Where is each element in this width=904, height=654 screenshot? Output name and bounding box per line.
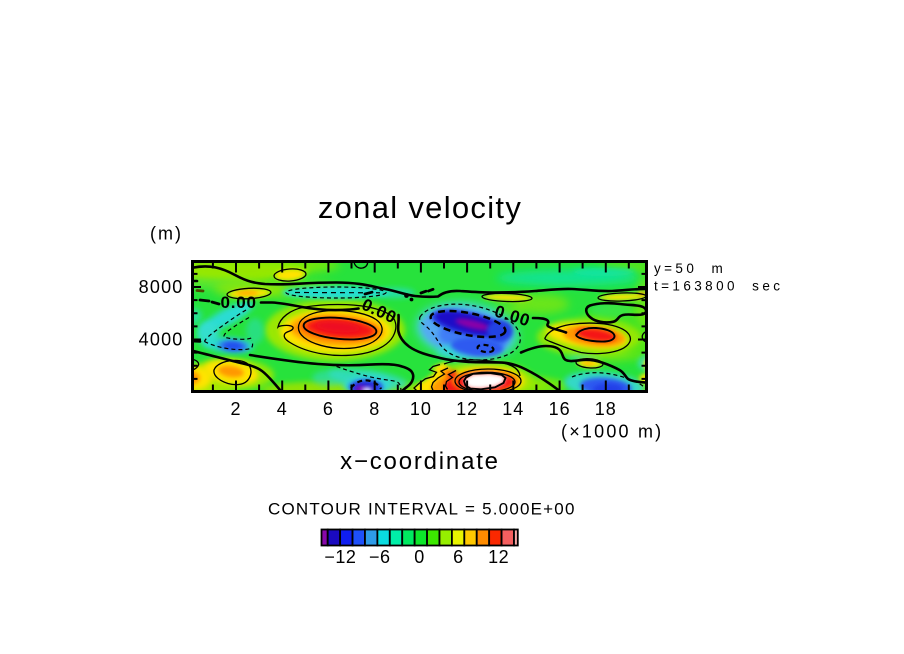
svg-text:4: 4 [277,399,288,419]
svg-text:12: 12 [456,399,478,419]
svg-text:(×1000 m): (×1000 m) [561,422,663,442]
svg-text:12: 12 [488,547,509,567]
svg-text:16: 16 [549,399,571,419]
svg-text:6: 6 [323,399,334,419]
svg-text:zonal velocity: zonal velocity [318,190,522,225]
svg-text:8000: 8000 [139,277,184,297]
svg-text:2: 2 [230,399,241,419]
svg-text:0: 0 [414,547,425,567]
svg-text:0.00: 0.00 [221,293,257,312]
svg-text:8: 8 [369,399,380,419]
svg-text:x−coordinate: x−coordinate [340,448,500,475]
svg-text:6: 6 [453,547,464,567]
svg-text:−6: −6 [369,547,391,567]
svg-text:18: 18 [595,399,617,419]
svg-text:−12: −12 [324,547,356,567]
svg-text:t=163800 sec: t=163800 sec [654,279,783,294]
svg-text:4000: 4000 [139,330,184,350]
svg-text:14: 14 [502,399,524,419]
svg-text:10: 10 [410,399,432,419]
svg-text:(m): (m) [150,224,183,244]
svg-text:CONTOUR INTERVAL = 5.000E+00: CONTOUR INTERVAL = 5.000E+00 [268,500,576,519]
svg-text:y=50 m: y=50 m [654,261,726,276]
